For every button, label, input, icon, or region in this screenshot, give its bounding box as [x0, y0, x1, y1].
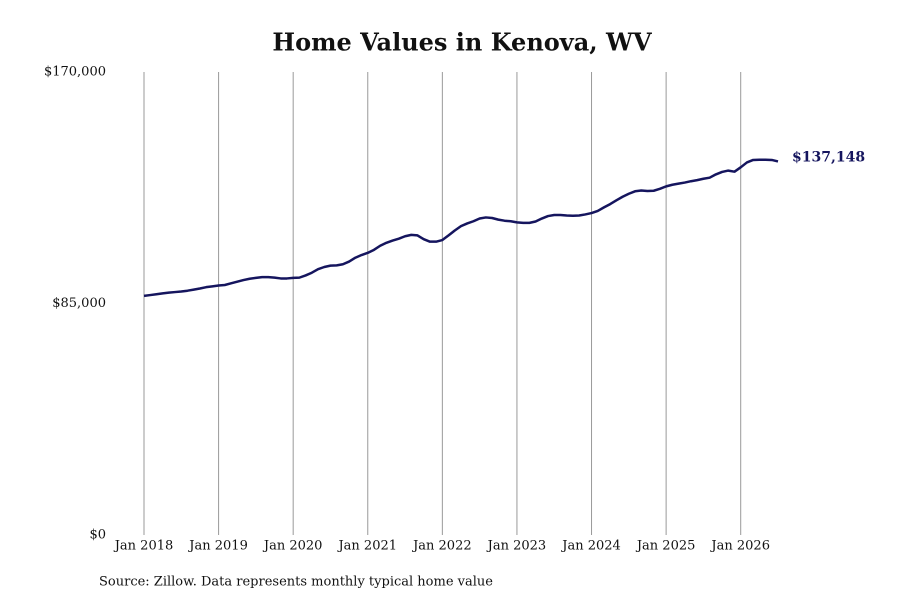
x-tick-label: Jan 2018	[113, 539, 174, 554]
y-tick-label: $0	[89, 528, 106, 543]
value-label: $137,148	[792, 149, 865, 165]
x-tick-label: Jan 2025	[635, 539, 696, 554]
y-tick-label: $170,000	[44, 65, 106, 80]
x-tick-label: Jan 2020	[262, 539, 323, 554]
x-tick-label: Jan 2021	[336, 539, 397, 554]
y-tick-label: $85,000	[52, 296, 106, 311]
chart-title: Home Values in Kenova, WV	[272, 28, 652, 57]
line	[143, 158, 779, 298]
x-tick-label: Jan 2019	[187, 539, 248, 554]
x-tick-label: Jan 2024	[560, 539, 621, 554]
x-tick-label: Jan 2022	[411, 539, 472, 554]
x-tick-label: Jan 2026	[709, 539, 770, 554]
source-note: Source: Zillow. Data represents monthly …	[99, 575, 493, 590]
x-tick-label: Jan 2023	[486, 539, 547, 554]
